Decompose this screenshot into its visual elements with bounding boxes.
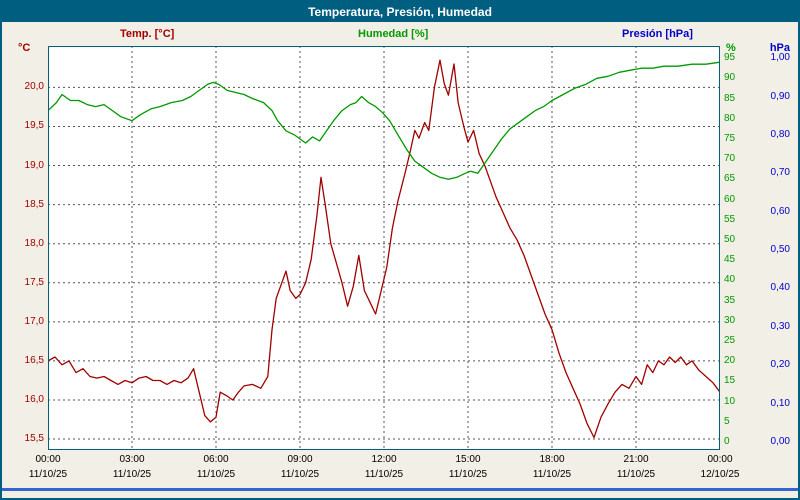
y-tick-humidity: 10 (724, 395, 736, 407)
bottom-separator (2, 488, 798, 491)
x-tick-time: 09:00 (287, 454, 313, 465)
y-tick-pressure: 0,10 (770, 397, 790, 409)
x-tick-date: 11/10/25 (112, 469, 152, 480)
humidity-axis-unit: % (726, 42, 736, 54)
pressure-axis-unit: hPa (769, 42, 790, 54)
y-tick-humidity: 70 (724, 153, 736, 165)
y-tick-temp: 19,0 (24, 159, 44, 171)
y-tick-pressure: 0,40 (770, 282, 790, 294)
y-tick-humidity: 45 (724, 254, 736, 266)
y-tick-humidity: 35 (724, 294, 736, 306)
x-tick-time: 18:00 (539, 454, 565, 465)
x-tick-date: 11/10/25 (280, 469, 320, 480)
x-tick-time: 03:00 (119, 454, 145, 465)
y-tick-humidity: 65 (724, 173, 736, 185)
y-tick-humidity: 5 (724, 415, 730, 427)
y-tick-pressure: 0,20 (770, 359, 790, 371)
x-tick-date: 11/10/25 (196, 469, 236, 480)
y-tick-temp: 19,5 (24, 120, 44, 132)
y-tick-humidity: 75 (724, 132, 736, 144)
x-tick-time: 00:00 (35, 454, 61, 465)
y-tick-humidity: 90 (724, 72, 736, 84)
x-tick-date: 11/10/25 (448, 469, 488, 480)
y-tick-pressure: 0,60 (770, 205, 790, 217)
y-tick-pressure: 0,50 (770, 244, 790, 255)
x-tick-time: 06:00 (203, 454, 229, 465)
y-tick-humidity: 80 (724, 112, 736, 124)
y-tick-humidity: 95 (724, 52, 736, 64)
x-tick-time: 00:00 (707, 454, 733, 465)
x-tick-date: 11/10/25 (28, 469, 68, 480)
x-tick-time: 12:00 (371, 454, 397, 465)
y-tick-humidity: 60 (724, 193, 736, 205)
y-tick-pressure: 0,80 (770, 128, 790, 140)
legend-temp-label: Temp. [°C] (120, 28, 175, 40)
y-tick-humidity: 50 (724, 233, 736, 245)
y-tick-temp: 17,5 (24, 276, 44, 288)
y-tick-temp: 18,5 (24, 198, 44, 210)
y-tick-temp: 15,5 (24, 433, 44, 445)
y-tick-humidity: 30 (724, 314, 736, 326)
x-tick-time: 15:00 (455, 454, 481, 465)
legend-humidity-label: Humedad [%] (358, 28, 429, 40)
y-tick-temp: 20,0 (24, 81, 44, 93)
y-tick-temp: 18,0 (24, 237, 44, 249)
temp-axis-unit: °C (18, 42, 31, 54)
x-tick-date: 12/10/25 (700, 469, 740, 480)
x-tick-date: 11/10/25 (532, 469, 572, 480)
x-tick-time: 21:00 (623, 454, 649, 465)
y-tick-humidity: 0 (724, 435, 730, 447)
y-tick-temp: 17,0 (24, 315, 44, 327)
x-tick-date: 11/10/25 (616, 469, 656, 480)
y-tick-humidity: 85 (724, 92, 736, 104)
y-tick-pressure: 0,30 (770, 320, 790, 332)
y-tick-pressure: 0,70 (770, 167, 790, 179)
y-tick-temp: 16,5 (24, 354, 44, 366)
window-title: Temperatura, Presión, Humedad (2, 2, 798, 22)
y-tick-pressure: 1,00 (770, 52, 790, 64)
y-tick-humidity: 55 (724, 213, 736, 225)
y-tick-humidity: 40 (724, 274, 736, 286)
y-tick-temp: 16,0 (24, 393, 44, 405)
x-tick-date: 11/10/25 (364, 469, 404, 480)
y-tick-pressure: 0,00 (770, 435, 790, 447)
y-tick-humidity: 15 (724, 375, 736, 387)
y-tick-humidity: 20 (724, 355, 736, 367)
y-tick-humidity: 25 (724, 334, 736, 346)
legend-pressure-label: Presión [hPa] (622, 28, 693, 40)
y-tick-pressure: 0,90 (770, 90, 790, 102)
plot-svg (48, 46, 720, 450)
